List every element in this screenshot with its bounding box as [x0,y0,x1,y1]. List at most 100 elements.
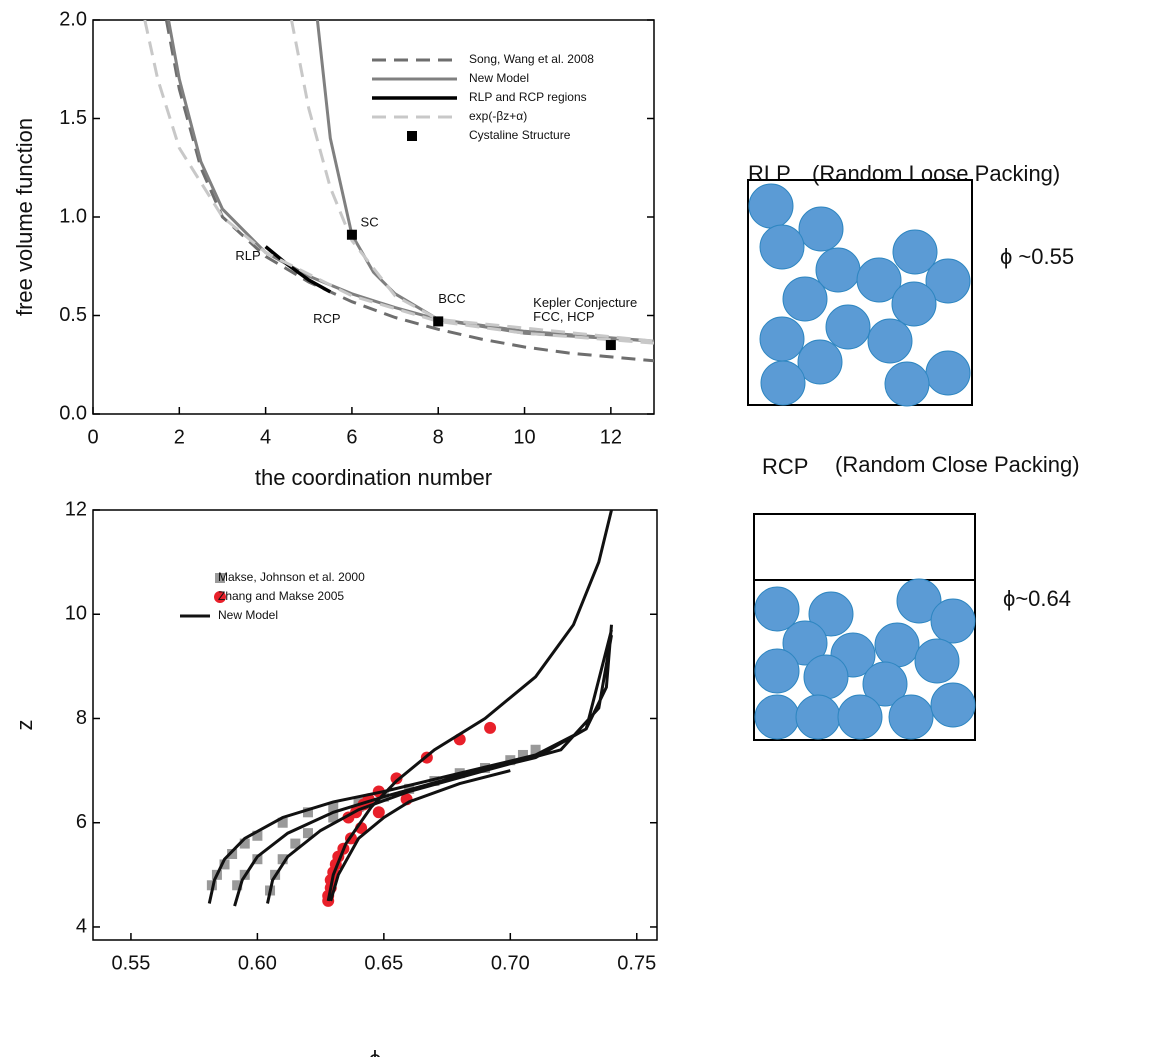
particle [798,206,844,252]
x-tick-label: 0.55 [111,952,150,974]
particle [892,229,938,275]
particle [797,339,843,385]
particle [925,350,971,396]
particle [914,638,960,684]
rlp-panel: RLP (Random Loose Packing) ϕ ~0.55 [747,161,1074,407]
legend-label: exp(-βz+α) [469,109,527,123]
marker [232,880,243,891]
series-line [167,20,654,343]
particle [874,622,920,668]
annotation: Kepler Conjecture [533,295,637,310]
container [747,179,973,406]
container [753,513,976,741]
particle [825,304,871,350]
marker [328,802,339,813]
y-tick-label: 1.5 [59,107,87,129]
series-line [207,510,613,907]
marker [302,807,313,818]
y-tick-label: 4 [76,915,87,937]
marker [372,806,385,819]
particle [930,598,976,644]
marker [346,229,357,240]
y-tick-label: 6 [76,811,87,833]
particle [862,661,908,707]
marker [302,828,313,839]
particle [808,591,854,637]
plot-area [206,510,613,907]
marker [277,817,288,828]
series-line [264,245,332,294]
annotation: BCC [438,291,465,306]
legend-label: Cystaline Structure [469,128,571,142]
x-tick-label: 0.70 [491,952,530,974]
marker [433,316,444,327]
y-tick-label: 12 [65,498,87,520]
phi-label: ϕ ~0.55 [1000,244,1074,269]
marker [252,830,263,841]
y-axis-label: free volume function [12,118,37,316]
y-tick-label: 0.0 [59,402,87,424]
x-tick-label: 0.75 [617,952,656,974]
particle [925,258,971,304]
x-tick-label: 8 [433,426,444,448]
particle [782,276,828,322]
annotation: RCP [313,311,340,326]
legend-marker [215,573,225,583]
particle [759,316,805,362]
plot-frame [92,509,658,941]
particle [896,578,942,624]
x-tick-label: 10 [513,426,535,448]
marker [239,838,250,849]
marker [429,776,440,787]
annotation: RLP [235,248,260,263]
rcp-panel: RCP (Random Close Packing) ϕ~0.64 [753,452,1080,741]
particle [888,694,934,740]
particle [795,694,841,740]
particle [803,654,849,700]
marker [484,721,497,734]
panel-description: (Random Close Packing) [835,452,1080,477]
x-tick-label: 6 [346,426,357,448]
particle [760,360,806,406]
y-tick-label: 0.5 [59,304,87,326]
marker [227,849,238,859]
x-axis-label: the coordination number [255,465,492,490]
panel-label: RLP [748,161,791,186]
x-tick-label: 4 [260,426,271,448]
particle [891,281,937,327]
panel-label: RCP [762,454,808,479]
legend-label: Makse, Johnson et al. 2000 [218,570,365,584]
particle [930,682,976,728]
x-tick-label: 0.60 [238,952,277,974]
legend-label: New Model [218,608,278,622]
phi-label: ϕ~0.64 [1003,586,1071,611]
x-tick-label: 12 [600,426,622,448]
legend-label: Song, Wang et al. 2008 [469,52,594,66]
annotation: FCC, HCP [533,309,594,324]
y-tick-label: 8 [76,707,87,729]
annotation: SC [361,214,379,229]
marker [530,744,541,755]
marker [605,340,616,351]
particle [856,257,902,303]
particle [837,694,883,740]
marker [328,812,339,823]
marker [517,749,528,760]
particle [748,183,794,229]
particle [754,586,800,632]
marker [290,838,301,849]
legend-marker [214,591,226,603]
particle [754,694,800,740]
legend-label: New Model [469,71,529,85]
y-tick-label: 2.0 [59,8,87,30]
panel-description: (Random Loose Packing) [812,161,1060,186]
x-tick-label: 0 [87,426,98,448]
y-tick-label: 10 [65,603,87,625]
legend-label: RLP and RCP regions [469,90,587,104]
x-tick-label: 2 [174,426,185,448]
particle [754,648,800,694]
y-axis-label: z [12,720,37,731]
particle [782,620,828,666]
marker [390,772,403,785]
x-axis-label: ϕ [369,1046,381,1057]
